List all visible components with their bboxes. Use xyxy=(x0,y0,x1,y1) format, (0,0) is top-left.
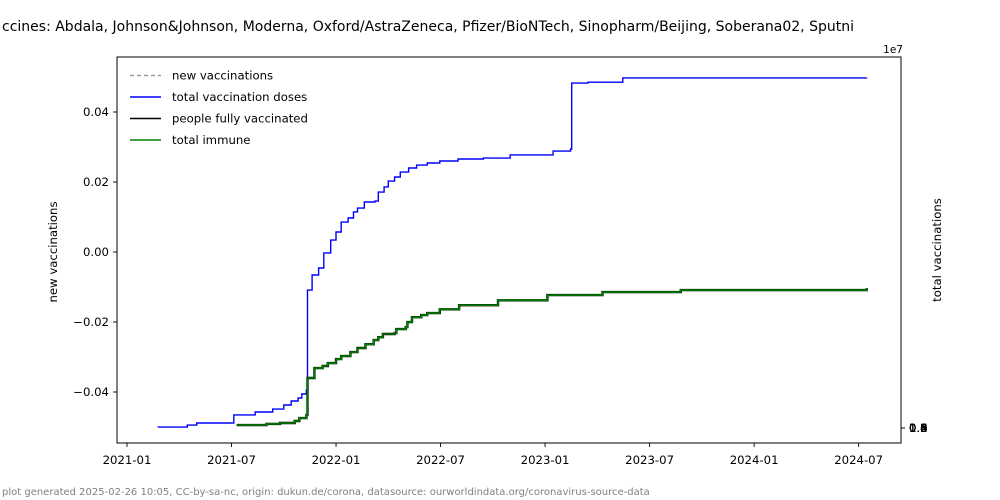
y-right-tick-label: 0.0 xyxy=(909,421,928,435)
y-axis-left: 0.04 0.02 0.00 −0.02 −0.04 xyxy=(73,105,117,399)
legend-item-label: total immune xyxy=(172,133,250,147)
x-tick-label: 2024-07 xyxy=(834,453,883,467)
right-axis-offset-text: 1e7 xyxy=(883,44,903,56)
y-left-tick-label: 0.00 xyxy=(83,245,109,259)
x-tick-label: 2024-01 xyxy=(730,453,779,467)
x-tick-label: 2021-07 xyxy=(207,453,256,467)
y-left-tick-label: −0.02 xyxy=(73,315,109,329)
y-right-tick-label: 0.8 xyxy=(909,421,928,435)
y-left-tick-label: 0.04 xyxy=(83,105,109,119)
footer-credit: plot generated 2025-02-26 10:05, CC-by-s… xyxy=(2,487,650,498)
x-tick-label: 2022-07 xyxy=(416,453,465,467)
axes-frame xyxy=(116,56,902,444)
y-right-tick-label: 0.6 xyxy=(909,421,928,435)
legend: new vaccinations total vaccination doses p… xyxy=(130,69,308,147)
y-right-tick-label: 1.6 xyxy=(909,421,928,435)
x-tick-label: 2022-01 xyxy=(312,453,361,467)
x-tick-label: 2023-07 xyxy=(625,453,674,467)
x-tick-label: 2023-01 xyxy=(521,453,570,467)
legend-item-label: people fully vaccinated xyxy=(172,112,308,126)
x-axis: 2021-01 2021-07 2022-01 2022-07 2023-01 2023-… xyxy=(103,443,883,467)
y-axis-right: 0.00.20.40.60.81.01.21.41.6 xyxy=(901,421,928,435)
series-lines xyxy=(157,77,868,428)
y-right-tick-label: 0.2 xyxy=(909,421,928,435)
y-right-tick-label: 1.2 xyxy=(909,421,928,435)
y-axis-right-label: total vaccinations xyxy=(930,198,944,302)
y-right-tick-label: 1.4 xyxy=(909,421,928,435)
legend-item-label: new vaccinations xyxy=(172,69,273,83)
series-line-total-vaccination-doses xyxy=(157,77,868,428)
x-tick-label: 2021-01 xyxy=(103,453,152,467)
legend-item-label: total vaccination doses xyxy=(172,90,307,104)
series-line-people-fully-vaccinated xyxy=(236,288,868,427)
series-line-total-immune xyxy=(236,288,868,426)
y-right-tick-label: 0.4 xyxy=(909,421,928,435)
y-axis-left-label: new vaccinations xyxy=(46,201,60,302)
y-left-tick-label: 0.02 xyxy=(83,175,109,189)
y-right-tick-label: 1.0 xyxy=(909,421,928,435)
y-left-tick-label: −0.04 xyxy=(73,385,109,399)
chart-title: ccines: Abdala, Johnson&Johnson, Moderna… xyxy=(2,19,854,35)
